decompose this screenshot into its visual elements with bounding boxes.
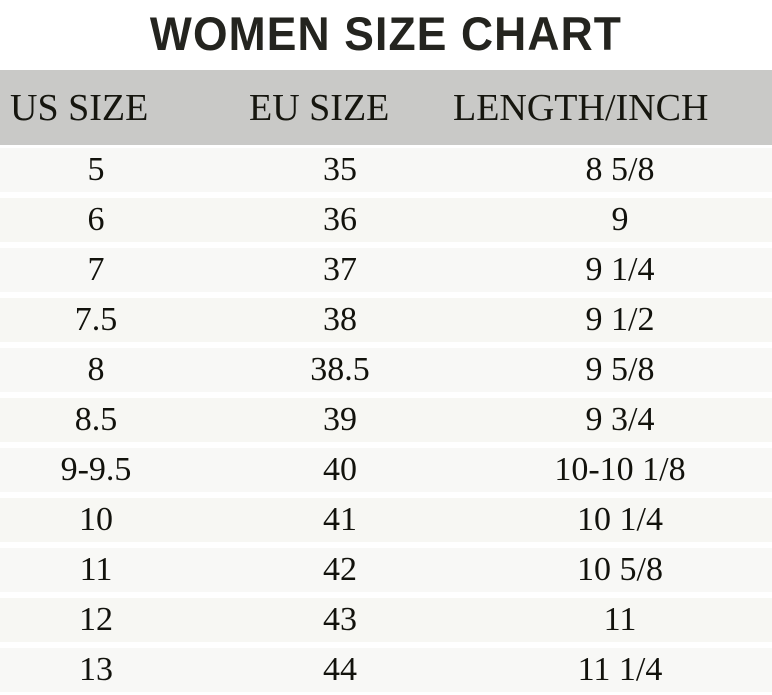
table-row: 9-9.5 40 10-10 1/8 [0,445,772,495]
cell-us-size: 5 [87,151,105,188]
cell-length-inch: 11 [603,601,637,638]
cell-eu-size: 36 [323,201,357,238]
table-row: 7 37 9 1/4 [0,245,772,295]
cell-length-inch: 11 1/4 [577,651,663,688]
cell-eu-size: 40 [323,451,357,488]
row-stripe [0,448,772,492]
cell-length-inch: 9 5/8 [585,351,655,388]
table-row: 13 44 11 1/4 [0,645,772,695]
cell-eu-size: 38 [323,301,357,338]
row-stripe [0,498,772,542]
cell-us-size: 13 [79,651,113,688]
cell-eu-size: 42 [323,551,357,588]
cell-us-size: 11 [79,551,113,588]
table-header-row: US SIZE EU SIZE LENGTH/INCH [0,70,772,145]
cell-eu-size: 43 [323,601,357,638]
cell-us-size: 10 [79,501,113,538]
cell-us-size: 6 [87,201,105,238]
cell-eu-size: 41 [323,501,357,538]
cell-eu-size: 37 [323,251,357,288]
cell-length-inch: 10 1/4 [577,501,663,538]
cell-us-size: 7 [87,251,105,288]
cell-eu-size: 39 [323,401,357,438]
table-body: 5 35 8 5/8 6 36 9 7 37 9 1/4 7.5 38 9 1/2 8 38.5 9 5/8… [0,145,772,695]
row-stripe [0,398,772,442]
row-stripe [0,148,772,192]
cell-length-inch: 8 5/8 [585,151,655,188]
cell-length-inch: 9 1/2 [585,301,655,338]
table-row: 8 38.5 9 5/8 [0,345,772,395]
row-stripe [0,648,772,692]
cell-length-inch: 10 5/8 [577,551,663,588]
table-row: 5 35 8 5/8 [0,145,772,195]
cell-length-inch: 9 1/4 [585,251,655,288]
table-row: 8.5 39 9 3/4 [0,395,772,445]
row-stripe [0,248,772,292]
row-stripe [0,548,772,592]
column-header-eu-size: EU SIZE [249,86,390,129]
table-row: 6 36 9 [0,195,772,245]
cell-eu-size: 38.5 [310,351,370,388]
cell-us-size: 9-9.5 [60,451,132,488]
cell-length-inch: 9 [611,201,629,238]
table-row: 12 43 11 [0,595,772,645]
column-header-length-inch: LENGTH/INCH [453,86,709,129]
table-row: 10 41 10 1/4 [0,495,772,545]
cell-us-size: 7.5 [74,301,118,338]
cell-us-size: 8.5 [74,401,118,438]
table-row: 7.5 38 9 1/2 [0,295,772,345]
row-stripe [0,348,772,392]
table-row: 11 42 10 5/8 [0,545,772,595]
page-title: WOMEN SIZE CHART [149,6,623,60]
cell-length-inch: 9 3/4 [585,401,655,438]
column-header-us-size: US SIZE [10,86,149,129]
cell-us-size: 12 [79,601,113,638]
cell-eu-size: 35 [323,151,357,188]
cell-eu-size: 44 [323,651,357,688]
cell-us-size: 8 [87,351,105,388]
row-stripe [0,198,772,242]
cell-length-inch: 10-10 1/8 [554,451,686,488]
row-stripe [0,298,772,342]
row-stripe [0,598,772,642]
